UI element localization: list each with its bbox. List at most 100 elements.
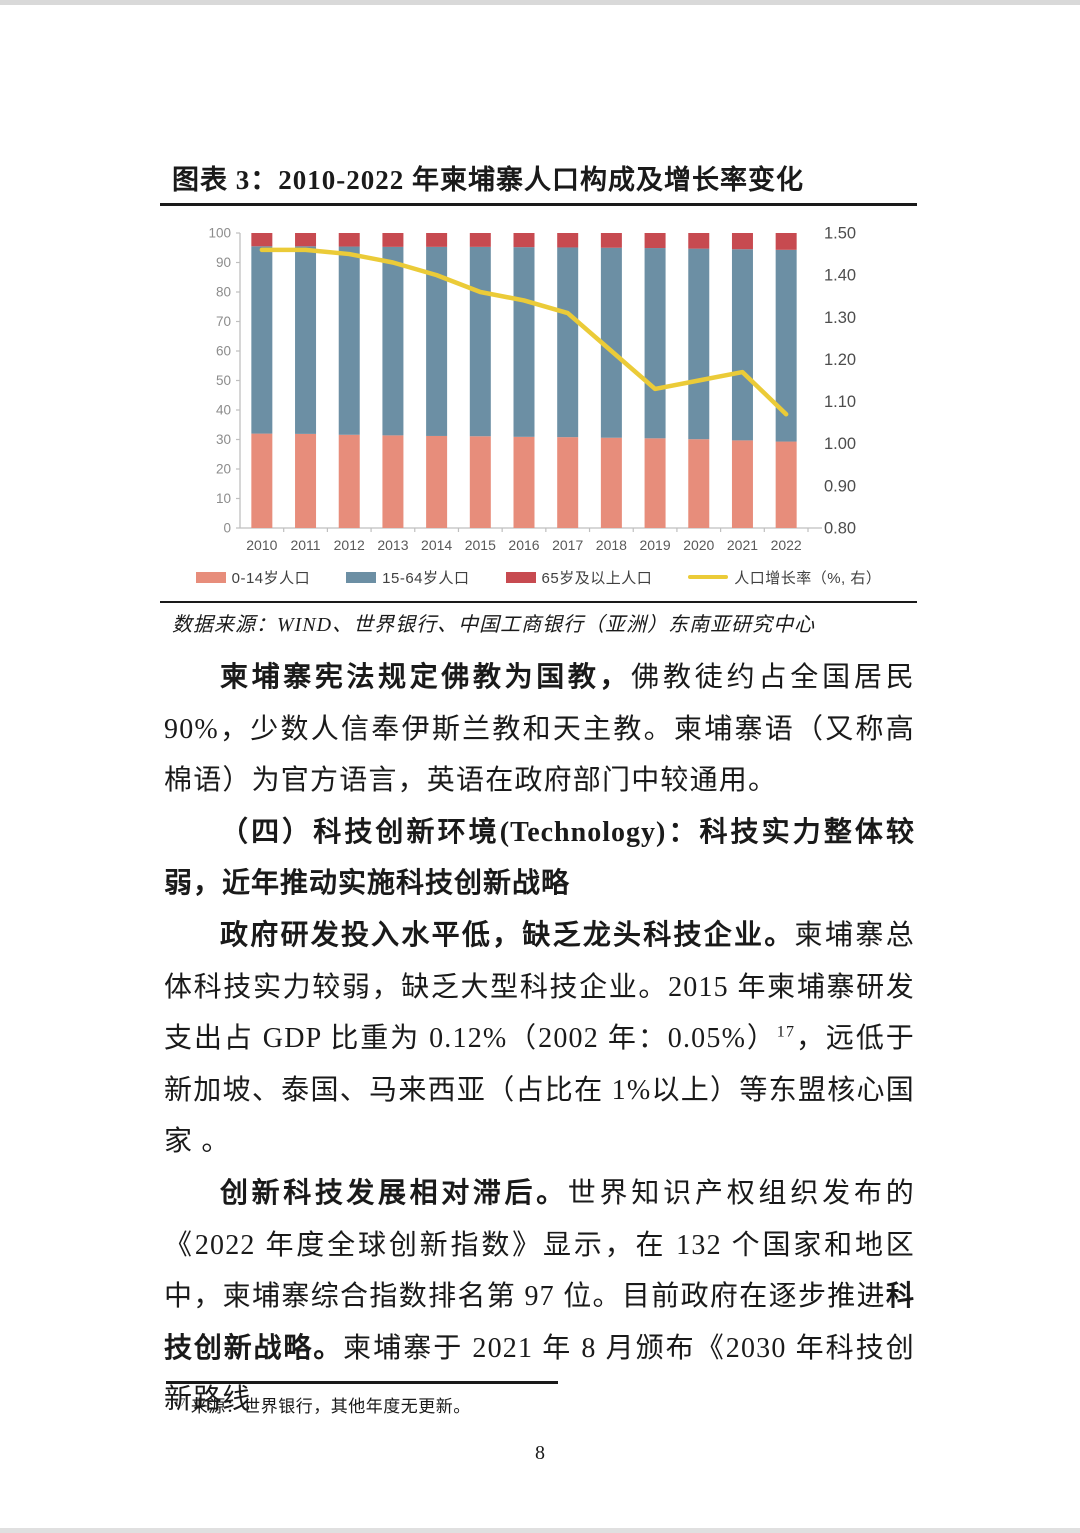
bar-segment (600, 247, 622, 438)
bar-segment (557, 437, 579, 528)
bar-segment (295, 246, 317, 434)
legend-item: 15-64岁人口 (346, 567, 469, 588)
bar-segment (557, 233, 579, 248)
left-axis-label: 0 (223, 521, 231, 536)
legend-bar-swatch (195, 571, 226, 583)
heading-technology: （四）科技创新环境(Technology)：科技实力整体较弱，近年推动实施科技创… (164, 807, 915, 910)
page-top-edge (0, 0, 1080, 5)
x-axis-label: 2020 (683, 537, 714, 553)
page-number: 8 (535, 1442, 545, 1464)
bar-segment (251, 246, 273, 434)
population-chart: 0 10 20 30 40 50 60 70 80 90 100 0.80 0.90 1.00 1.10 1.… (160, 212, 917, 600)
left-axis-label: 30 (216, 432, 231, 447)
bar-segment (731, 233, 753, 250)
left-axis-label: 70 (216, 314, 231, 329)
legend-bar-swatch (346, 571, 377, 583)
bar-segment (644, 248, 666, 439)
right-axis-label: 0.90 (824, 477, 856, 495)
bold-run: 政府研发投入水平低，缺乏龙头科技企业。 (220, 919, 795, 951)
population-chart-svg: 0 10 20 30 40 50 60 70 80 90 100 0.80 0.90 1.00 1.10 1.… (208, 225, 856, 554)
x-axis-label: 2017 (552, 537, 583, 553)
legend-label: 65岁及以上人口 (541, 569, 653, 587)
bar-segment (513, 247, 535, 437)
x-axis-label: 2010 (246, 537, 277, 553)
bold-run: 创新科技发展相对滞后。 (220, 1177, 568, 1209)
chart-divider (160, 601, 917, 603)
right-axis-label: 1.30 (824, 309, 856, 327)
x-axis-label: 2016 (508, 537, 539, 553)
data-source: 数据来源：WIND、世界银行、中国工商银行（亚洲）东南亚研究中心 (172, 614, 816, 636)
bar-segment (251, 233, 273, 247)
left-axis-label: 90 (216, 255, 231, 270)
x-axis-label: 2019 (639, 537, 670, 553)
bar-segment (469, 436, 491, 528)
footnote-marker: 17 (174, 1396, 186, 1409)
x-axis-label: 2012 (334, 537, 365, 553)
bar-segment (775, 233, 797, 250)
bar-segment (513, 233, 535, 248)
para-religion: 柬埔寨宪法规定佛教为国教，佛教徒约占全国居民 90%，少数人信奉伊斯兰教和天主教… (164, 652, 915, 807)
legend-bar-swatch (505, 571, 536, 583)
footnote: 17 来源：世界银行，其他年度无更新。 (174, 1392, 874, 1417)
bold-run: 科技创新战略。 (164, 1281, 915, 1364)
bar-segment (295, 233, 317, 247)
footnote-text: 来源：世界银行，其他年度无更新。 (190, 1397, 471, 1416)
text-run: ，远低于新加坡、泰国、马来西亚（占比在 1%以上）等东盟核心国家 。 (164, 1023, 915, 1158)
right-axis-label: 1.50 (824, 225, 856, 243)
x-axis-label: 2022 (771, 537, 802, 553)
para-innovation-lag: 创新科技发展相对滞后。世界知识产权组织发布的《2022 年度全球创新指数》显示，… (164, 1168, 915, 1426)
left-axis-label: 100 (208, 226, 231, 241)
bar-segment (338, 434, 360, 528)
x-axis-label: 2021 (727, 537, 758, 553)
text-run: 世界知识产权组织发布的《2022 年度全球创新指数》显示，在 132 个国家和地… (164, 1177, 915, 1313)
footnote-divider (166, 1381, 558, 1384)
bar-segment (688, 233, 710, 249)
left-axis-label: 40 (216, 403, 231, 418)
right-axis-label: 1.00 (824, 435, 856, 453)
text-run: 柬埔寨总体科技实力较弱，缺乏大型科技企业。2015 年柬埔寨研发支出占 GDP … (164, 919, 915, 1055)
growth-rate-line (259, 247, 789, 417)
bar-segment (382, 246, 404, 436)
bar-segment (731, 249, 753, 441)
legend-line-swatch (688, 575, 729, 579)
bar-segment (731, 440, 753, 528)
bar-segment (338, 233, 360, 247)
body-text: 柬埔寨宪法规定佛教为国教，佛教徒约占全国居民 90%，少数人信奉伊斯兰教和天主教… (164, 652, 915, 1426)
x-axis-label: 2014 (421, 537, 452, 553)
bold-run: （四）科技创新环境(Technology)：科技实力整体较弱，近年推动实施科技创… (164, 816, 915, 900)
right-axis-label: 0.80 (824, 520, 856, 538)
bar-segment (513, 436, 535, 528)
legend-item: 65岁及以上人口 (505, 567, 653, 588)
bar-segment (382, 435, 404, 528)
x-axis-label: 2015 (465, 537, 496, 553)
bar-segment (469, 233, 491, 247)
x-axis-label: 2013 (377, 537, 408, 553)
bar-segment (295, 433, 317, 528)
text-run: 柬埔寨于 2021 年 8 月颁布《2030 年科技创新路线 (164, 1332, 915, 1416)
legend-label: 0-14岁人口 (231, 569, 311, 587)
left-axis-label: 50 (216, 373, 231, 388)
chart-legend: 0-14岁人口 15-64岁人口 65岁及以上人口 人口增长率（%, 右） (160, 562, 917, 592)
bar-segment (688, 439, 710, 528)
right-axis-label: 1.10 (824, 393, 856, 411)
bar-segment (469, 246, 491, 437)
para-rd-investment: 政府研发投入水平低，缺乏龙头科技企业。柬埔寨总体科技实力较弱，缺乏大型科技企业。… (164, 910, 915, 1168)
bar-segment (775, 249, 797, 442)
left-axis-label: 10 (216, 491, 231, 506)
bar-segment (557, 247, 579, 438)
legend-label: 15-64岁人口 (382, 569, 470, 587)
bar-segment (600, 437, 622, 528)
bar-segment (644, 233, 666, 249)
right-axis-label: 1.40 (824, 267, 856, 285)
bar-segment (338, 246, 360, 435)
bar-segment (382, 233, 404, 247)
left-axis-label: 20 (216, 462, 231, 477)
bar-segment (775, 441, 797, 528)
page-bottom-edge (0, 1528, 1080, 1533)
right-axis-label: 1.20 (824, 351, 856, 369)
left-axis-label: 80 (216, 285, 231, 300)
x-axis-label: 2011 (290, 537, 320, 553)
bar-segment (644, 438, 666, 528)
legend-item: 0-14岁人口 (195, 567, 311, 588)
footnote-reference: 17 (776, 1023, 796, 1041)
